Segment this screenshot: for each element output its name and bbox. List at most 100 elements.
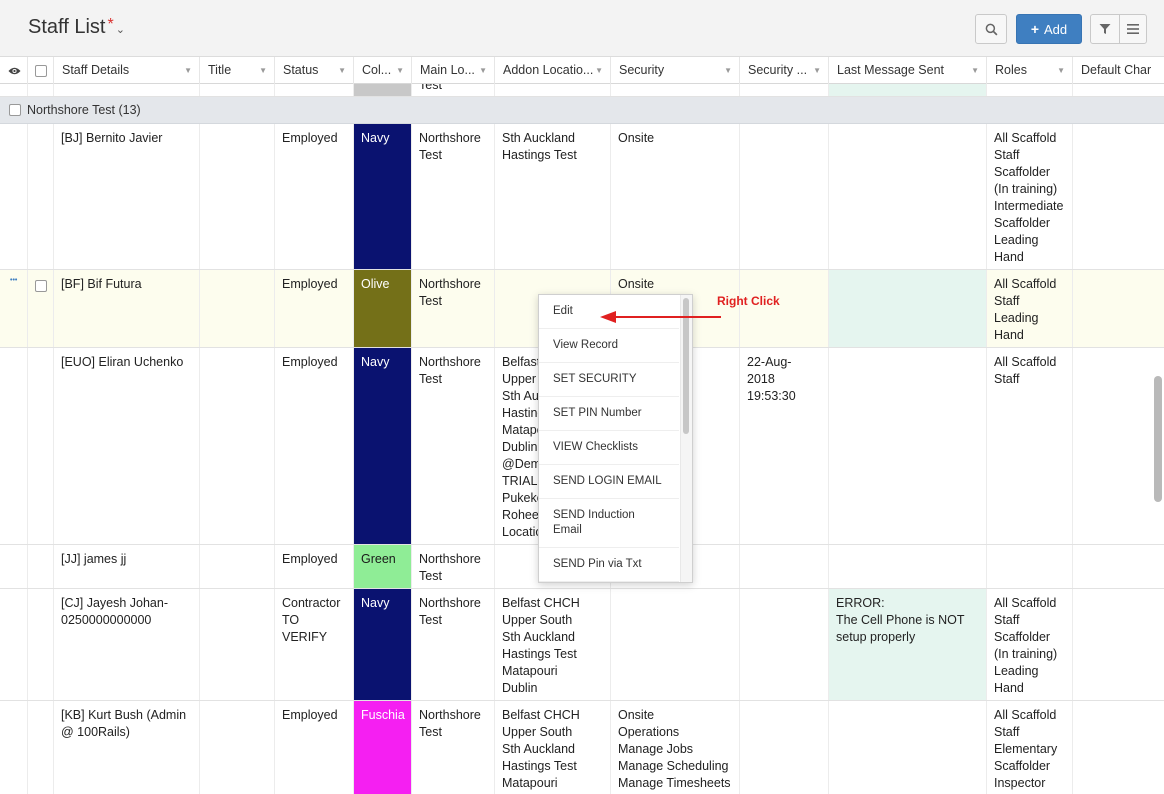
menu-item-set-security[interactable]: SET SECURITY	[539, 363, 679, 397]
column-staff-details[interactable]: Staff Details ▼	[54, 57, 200, 84]
security-2-cell	[740, 270, 829, 347]
sort-arrow-icon[interactable]: ▼	[724, 66, 732, 75]
add-button-label: Add	[1044, 21, 1068, 37]
column-status[interactable]: Status ▼	[275, 57, 354, 84]
column-color[interactable]: Col... ▼	[354, 57, 412, 84]
status-cell: Employed	[275, 270, 354, 347]
cell	[275, 84, 354, 96]
menu-item-set-pin-number[interactable]: SET PIN Number	[539, 397, 679, 431]
menu-item-view-record[interactable]: View Record	[539, 329, 679, 363]
roles-cell: All Scaffold Staff Leading Hand	[987, 270, 1073, 347]
menu-button[interactable]	[1119, 14, 1147, 44]
sort-arrow-icon[interactable]: ▼	[338, 66, 346, 75]
add-button[interactable]: + Add	[1016, 14, 1082, 44]
title-cell	[200, 701, 275, 794]
cell	[987, 84, 1073, 96]
staff-details-cell: [JJ] james jj	[54, 545, 200, 588]
cell-text: Test	[419, 84, 442, 92]
menu-item-edit[interactable]: Edit	[539, 295, 679, 329]
visibility-column-header[interactable]	[0, 57, 28, 84]
column-security-2[interactable]: Security ... ▼	[740, 57, 829, 84]
default-charge-cell	[1073, 124, 1164, 269]
color-cell: Olive	[354, 270, 412, 347]
column-default-charge[interactable]: Default Char	[1073, 57, 1164, 84]
cell-text: [CJ] Jayesh Johan- 0250000000000	[61, 596, 168, 627]
column-label: Col...	[362, 63, 392, 77]
group-label: Northshore Test (13)	[27, 103, 141, 117]
cell	[829, 84, 987, 96]
menu-item-send-induction-email[interactable]: SEND Induction Email	[539, 499, 679, 548]
column-label: Addon Locatio...	[503, 63, 594, 77]
menu-item-label: SEND Induction Email	[553, 509, 635, 536]
row-checkbox-cell	[28, 589, 54, 700]
sort-arrow-icon[interactable]: ▼	[1057, 66, 1065, 75]
addon-locations-cell: Belfast CHCH Upper South Sth Auckland Ha…	[495, 589, 611, 700]
column-main-location[interactable]: Main Lo... ▼	[412, 57, 495, 84]
cell-text: All Scaffold Staff Scaffolder (In traini…	[994, 596, 1058, 695]
group-header[interactable]: Northshore Test (13)	[0, 97, 1164, 124]
title-cell	[200, 589, 275, 700]
column-label: Roles	[995, 63, 1027, 77]
column-label: Last Message Sent	[837, 63, 945, 77]
sort-arrow-icon[interactable]: ▼	[259, 66, 267, 75]
sort-arrow-icon[interactable]: ▼	[184, 66, 192, 75]
table-row[interactable]: [KB] Kurt Bush (Admin @ 100Rails) Employe…	[0, 701, 1164, 794]
column-label: Default Char	[1081, 63, 1152, 77]
menu-item-view-checklists[interactable]: VIEW Checklists	[539, 431, 679, 465]
main-location-cell: Northshore Test	[412, 545, 495, 588]
sort-arrow-icon[interactable]: ▼	[595, 66, 603, 75]
page-title[interactable]: Staff List * ⌄	[28, 16, 125, 39]
column-security[interactable]: Security ▼	[611, 57, 740, 84]
cell-text: Navy	[361, 596, 390, 610]
main-location-cell: Test	[412, 84, 495, 96]
roles-cell: All Scaffold Staff	[987, 348, 1073, 544]
column-last-message-sent[interactable]: Last Message Sent ▼	[829, 57, 987, 84]
staff-details-cell: [CJ] Jayesh Johan- 0250000000000	[54, 589, 200, 700]
color-cell: Navy	[354, 124, 412, 269]
column-addon-locations[interactable]: Addon Locatio... ▼	[495, 57, 611, 84]
table-row[interactable]: [CJ] Jayesh Johan- 0250000000000 Contract…	[0, 589, 1164, 701]
cell-text: [BJ] Bernito Javier	[61, 131, 163, 145]
menu-item-send-login-email[interactable]: SEND LOGIN EMAIL	[539, 465, 679, 499]
group-checkbox[interactable]	[9, 104, 21, 116]
color-cell: Navy	[354, 348, 412, 544]
context-menu-scrollbar[interactable]	[683, 298, 689, 434]
row-actions-cell	[0, 348, 28, 544]
sort-arrow-icon[interactable]: ▼	[971, 66, 979, 75]
sort-arrow-icon[interactable]: ▼	[479, 66, 487, 75]
security-cell: Onsite	[611, 270, 740, 347]
table-row[interactable]: [BJ] Bernito Javier Employed Navy Northshor…	[0, 124, 1164, 270]
cell-text: Belfast CHCH Upper South Sth Auckland Ha…	[502, 596, 580, 695]
vertical-scrollbar[interactable]	[1154, 376, 1162, 502]
required-mark: *	[107, 16, 114, 33]
checkbox[interactable]	[35, 64, 47, 77]
menu-item-send-pin-via-txt[interactable]: SEND Pin via Txt	[539, 548, 679, 582]
cell-text: All Scaffold Staff Elementary Scaffolder…	[994, 708, 1058, 790]
row-actions-ellipsis-icon[interactable]: •••	[10, 277, 18, 284]
color-swatch	[354, 84, 412, 96]
sort-arrow-icon[interactable]: ▼	[813, 66, 821, 75]
cell-text: 22-Aug- 2018 19:53:30	[747, 355, 796, 403]
filter-button[interactable]	[1090, 14, 1120, 44]
security-cell: Onsite Operations Manage Jobs Manage Sch…	[611, 701, 740, 794]
cell-text: Onsite Operations Manage Jobs Manage Sch…	[618, 708, 731, 790]
search-button[interactable]	[975, 14, 1007, 44]
chevron-down-icon[interactable]: ⌄	[115, 24, 125, 36]
table-row[interactable]: Test	[0, 84, 1164, 97]
row-checkbox-cell	[28, 701, 54, 794]
column-header-row: Staff Details ▼ Title ▼ Status ▼ Col... ▼ Ma…	[0, 57, 1164, 84]
select-all-checkbox[interactable]	[28, 57, 54, 84]
staff-grid: Test Northshore Test (13) [BJ] Bernito J…	[0, 84, 1164, 794]
staff-details-cell: [BJ] Bernito Javier	[54, 124, 200, 269]
main-location-cell: Northshore Test	[412, 270, 495, 347]
color-cell: Green	[354, 545, 412, 588]
table-row[interactable]: [JJ] james jj Employed Green Northshore Tes…	[0, 545, 1164, 589]
title-cell	[200, 545, 275, 588]
column-title[interactable]: Title ▼	[200, 57, 275, 84]
column-roles[interactable]: Roles ▼	[987, 57, 1073, 84]
row-checkbox[interactable]	[35, 279, 47, 292]
status-cell: Employed	[275, 124, 354, 269]
cell	[0, 84, 28, 96]
column-label: Title	[208, 63, 232, 77]
sort-arrow-icon[interactable]: ▼	[396, 66, 404, 75]
